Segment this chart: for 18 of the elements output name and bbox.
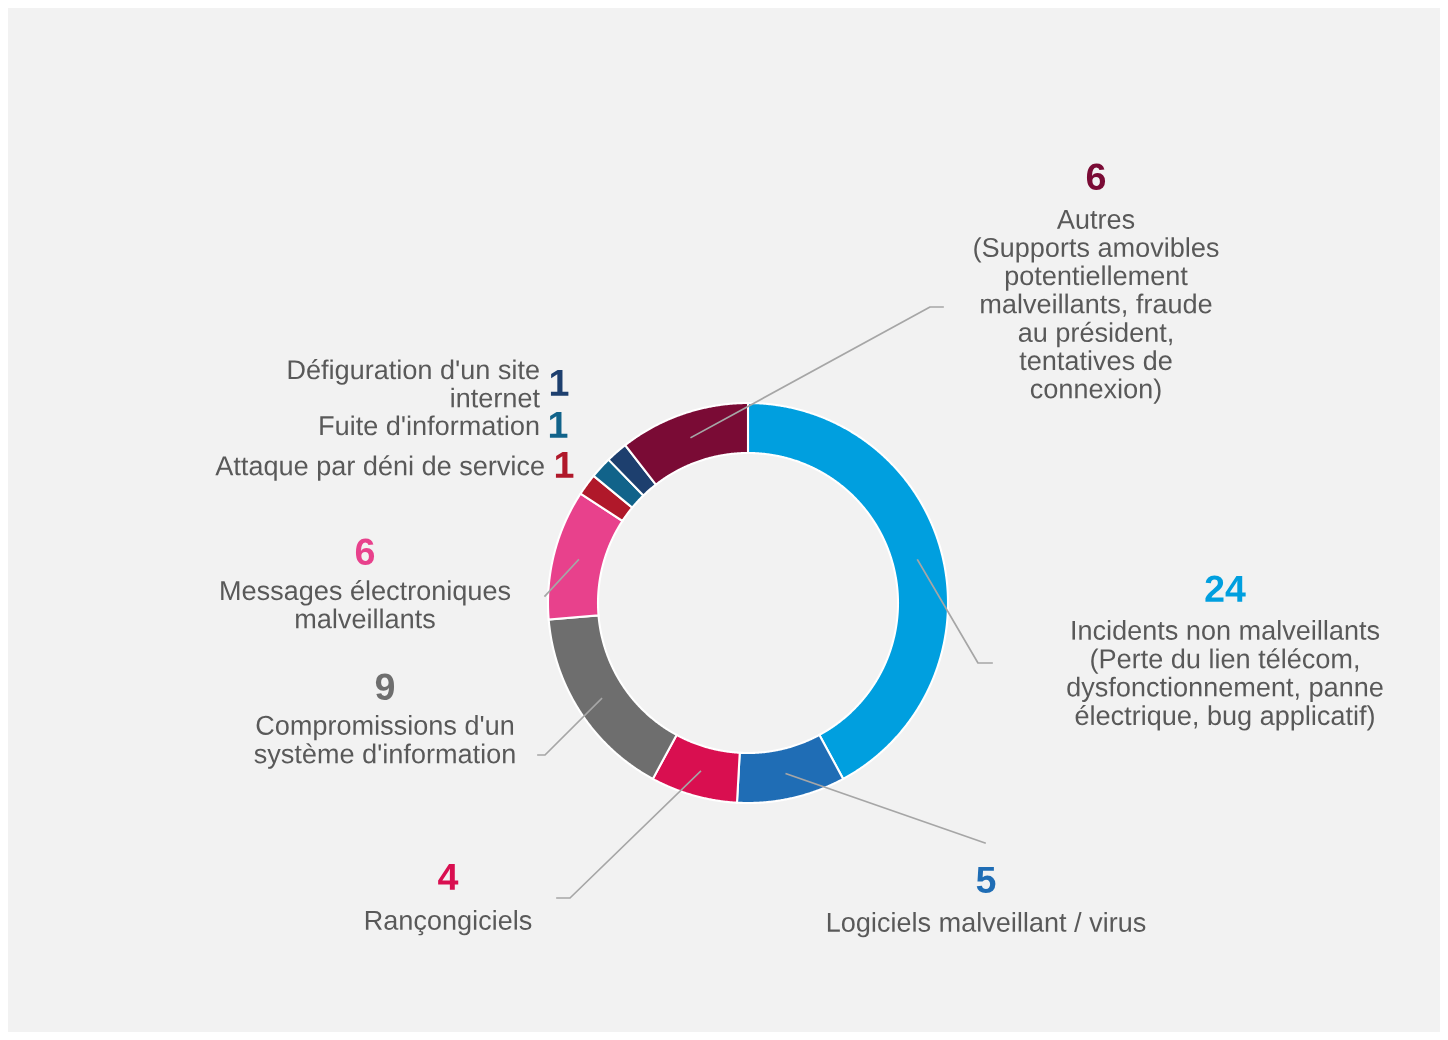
slice-label: Défiguration d'un site internet bbox=[288, 359, 540, 408]
slice-label: Attaque par déni de service bbox=[215, 455, 544, 481]
data-label: 1 bbox=[549, 411, 568, 438]
slice-label: Autres (Supports amovibles potentiellement malveillants, fraude au président, tentatives de connexion) bbox=[974, 209, 1219, 404]
slice-label: Messages électroniques malveillants bbox=[221, 580, 511, 629]
data-label: 5 bbox=[976, 866, 996, 894]
slice-label: Fuite d'information bbox=[320, 415, 539, 436]
data-label: 6 bbox=[1086, 163, 1106, 191]
data-label: 1 bbox=[555, 451, 574, 478]
slice-label: Compromissions d'un système d'information bbox=[254, 715, 515, 769]
data-label: 4 bbox=[438, 863, 459, 890]
data-label: 1 bbox=[550, 369, 569, 396]
data-label: 24 bbox=[1205, 575, 1246, 602]
slice-label: Logiciels malveillant / virus bbox=[827, 912, 1146, 938]
data-label: 6 bbox=[355, 538, 375, 566]
slice-label: Rançongiciels bbox=[365, 910, 532, 936]
data-label: 9 bbox=[375, 673, 395, 701]
slice-label: Incidents non malveillants (Perte du lien télécom, dysfonctionnement, panne électrique, bug applicatif) bbox=[1067, 620, 1383, 731]
